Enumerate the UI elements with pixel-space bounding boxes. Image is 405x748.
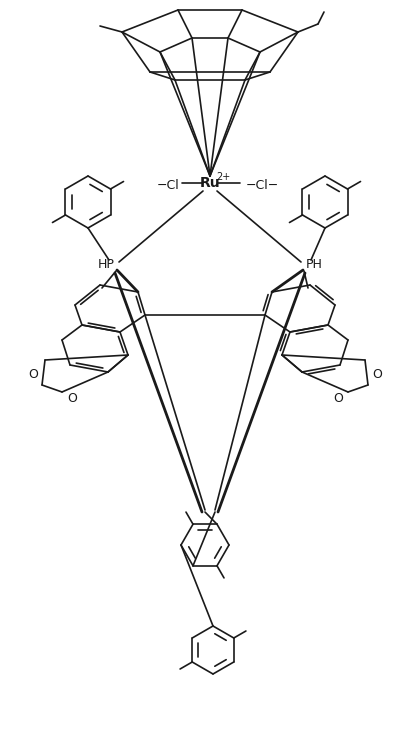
Text: O: O <box>371 369 381 381</box>
Text: −Cl: −Cl <box>156 179 179 191</box>
Text: O: O <box>28 369 38 381</box>
Text: PH: PH <box>305 259 322 272</box>
Text: HP: HP <box>97 259 114 272</box>
Text: Ru: Ru <box>199 176 220 190</box>
Text: −Cl−: −Cl− <box>245 179 278 191</box>
Text: O: O <box>332 391 342 405</box>
Text: 2+: 2+ <box>215 172 230 182</box>
Text: O: O <box>67 391 77 405</box>
